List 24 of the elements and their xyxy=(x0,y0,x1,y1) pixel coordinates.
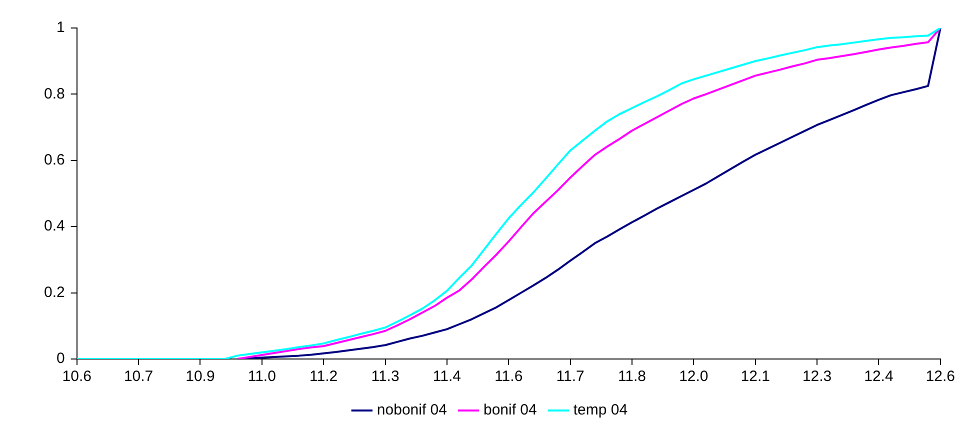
y-tick-label: 0.8 xyxy=(44,85,65,102)
x-tick-label: 12.6 xyxy=(926,368,956,386)
legend-label: nobonif 04 xyxy=(376,402,448,419)
x-tick-label: 11.8 xyxy=(618,368,646,386)
y-tick-label: 1 xyxy=(56,19,65,36)
x-tick-label: 11.2 xyxy=(310,368,338,386)
x-tick-label: 11.4 xyxy=(432,368,461,386)
x-tick-label: 10.7 xyxy=(124,368,154,386)
y-tick-label: 0.2 xyxy=(44,284,65,301)
y-tick-label: 0.4 xyxy=(44,218,65,235)
legend-label: bonif 04 xyxy=(483,402,537,419)
x-tick-label: 11.6 xyxy=(494,368,523,386)
x-tick-label: 12.0 xyxy=(679,368,708,386)
x-tick-label: 11.0 xyxy=(248,368,276,386)
legend-label: temp 04 xyxy=(573,402,628,419)
x-tick-label: 10.9 xyxy=(186,368,215,386)
x-tick-label: 12.3 xyxy=(802,368,832,386)
y-tick-label: 0 xyxy=(56,350,65,368)
x-tick-label: 11.3 xyxy=(371,368,400,386)
y-tick-label: 0.6 xyxy=(44,152,65,169)
x-tick-label: 12.4 xyxy=(864,368,894,386)
x-tick-label: 11.7 xyxy=(556,368,584,386)
x-tick-label: 12.1 xyxy=(740,368,770,386)
x-tick-label: 10.6 xyxy=(62,368,92,386)
